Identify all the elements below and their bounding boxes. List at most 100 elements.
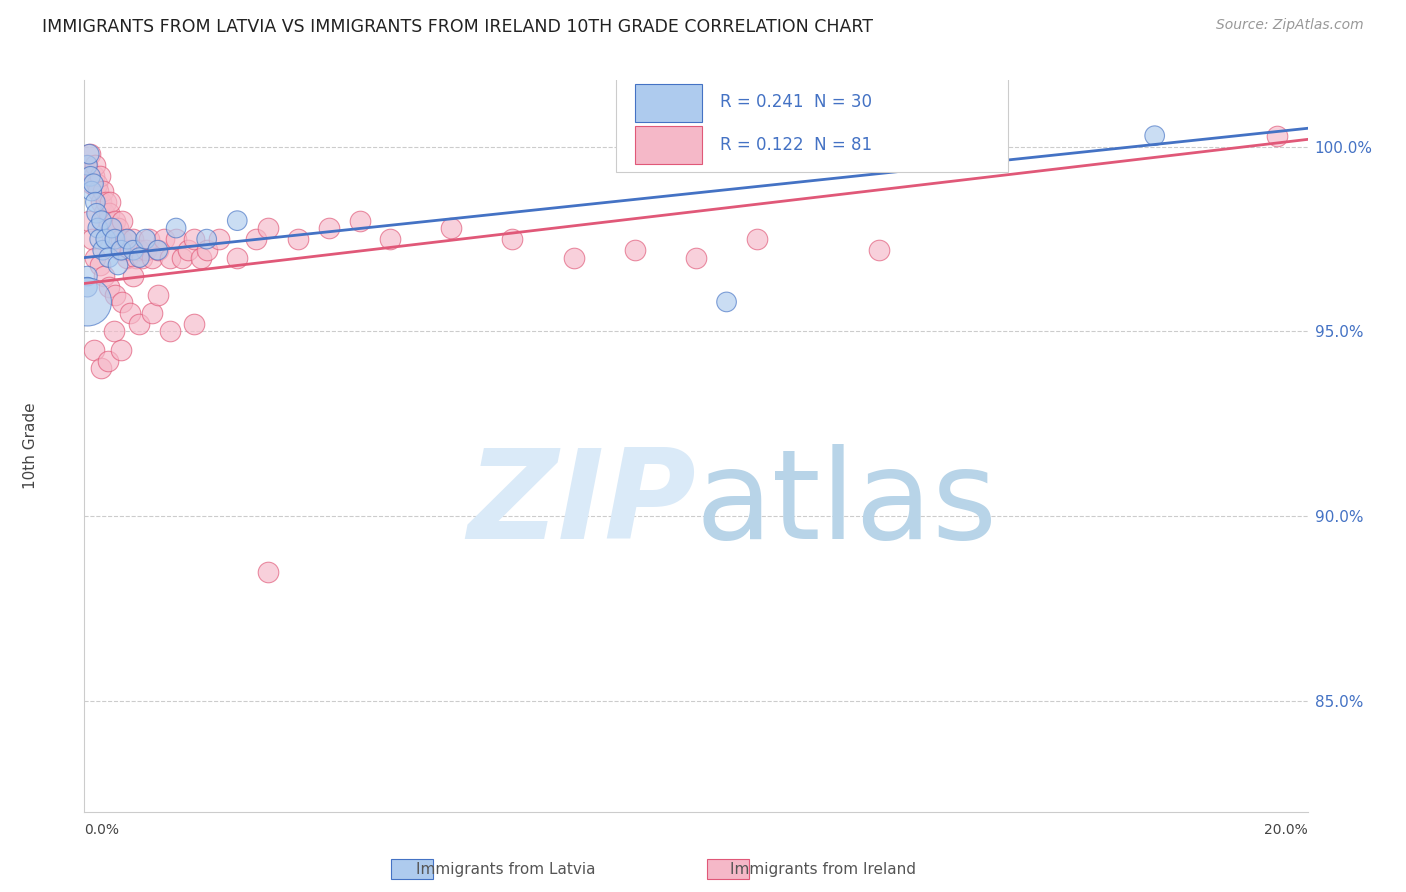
Point bbox=[79, 169, 101, 184]
Point bbox=[153, 232, 176, 246]
Point bbox=[84, 158, 107, 172]
Point bbox=[89, 232, 111, 246]
Text: 0.0%: 0.0% bbox=[84, 822, 120, 837]
Point bbox=[83, 343, 105, 357]
Point bbox=[76, 294, 98, 309]
Point bbox=[83, 169, 105, 184]
Point bbox=[110, 232, 132, 246]
Point bbox=[318, 221, 340, 235]
Point bbox=[257, 565, 280, 579]
Text: R = 0.241  N = 30: R = 0.241 N = 30 bbox=[720, 94, 873, 112]
Point bbox=[84, 195, 107, 210]
Point bbox=[97, 280, 120, 294]
Point bbox=[195, 232, 218, 246]
Point bbox=[90, 213, 112, 227]
Point bbox=[77, 147, 100, 161]
Point bbox=[80, 184, 103, 198]
Point bbox=[120, 306, 142, 320]
Point bbox=[183, 232, 205, 246]
Point bbox=[1143, 128, 1166, 143]
Point bbox=[146, 287, 169, 301]
Point bbox=[90, 361, 112, 376]
Point bbox=[685, 251, 707, 265]
Point bbox=[97, 213, 120, 227]
Point bbox=[104, 287, 127, 301]
Point bbox=[562, 251, 585, 265]
Point bbox=[111, 294, 134, 309]
Point bbox=[104, 232, 127, 246]
Point bbox=[183, 317, 205, 331]
Point bbox=[93, 206, 115, 220]
Point bbox=[94, 195, 117, 210]
Point bbox=[115, 232, 138, 246]
Point bbox=[107, 221, 129, 235]
Point bbox=[624, 244, 647, 258]
Point bbox=[80, 232, 103, 246]
Point bbox=[165, 232, 187, 246]
Point bbox=[128, 251, 150, 265]
Point bbox=[146, 244, 169, 258]
Point bbox=[101, 221, 124, 235]
Point bbox=[380, 232, 402, 246]
Point bbox=[141, 306, 163, 320]
Point bbox=[1265, 128, 1288, 143]
Point bbox=[115, 232, 138, 246]
Point bbox=[79, 147, 101, 161]
Point bbox=[138, 232, 160, 246]
Point bbox=[93, 268, 115, 283]
Point bbox=[349, 213, 371, 227]
Point bbox=[97, 251, 120, 265]
Point bbox=[226, 213, 249, 227]
Text: ZIP: ZIP bbox=[467, 444, 696, 565]
Point bbox=[115, 251, 138, 265]
Point bbox=[103, 325, 125, 339]
Point bbox=[103, 232, 125, 246]
Point bbox=[208, 232, 231, 246]
Point bbox=[94, 232, 117, 246]
Point bbox=[159, 325, 181, 339]
Point bbox=[76, 158, 98, 172]
Point bbox=[125, 251, 148, 265]
Point bbox=[122, 244, 145, 258]
Point bbox=[108, 244, 131, 258]
Point bbox=[141, 251, 163, 265]
Point bbox=[76, 280, 98, 294]
Point bbox=[146, 244, 169, 258]
FancyBboxPatch shape bbox=[616, 73, 1008, 171]
Point bbox=[172, 251, 194, 265]
Point bbox=[122, 232, 145, 246]
Text: R = 0.122  N = 81: R = 0.122 N = 81 bbox=[720, 136, 873, 153]
Bar bbox=[636, 84, 702, 122]
Point bbox=[77, 169, 100, 184]
Point bbox=[120, 244, 142, 258]
Point bbox=[91, 244, 114, 258]
Point bbox=[97, 354, 120, 368]
Point bbox=[111, 213, 134, 227]
Point bbox=[87, 221, 110, 235]
Point bbox=[135, 232, 157, 246]
Point bbox=[110, 244, 132, 258]
Text: Source: ZipAtlas.com: Source: ZipAtlas.com bbox=[1216, 18, 1364, 32]
Text: atlas: atlas bbox=[696, 444, 998, 565]
Bar bbox=[391, 859, 433, 879]
Point bbox=[131, 251, 153, 265]
Point bbox=[122, 268, 145, 283]
Point bbox=[83, 177, 105, 191]
Point bbox=[89, 258, 111, 272]
Point bbox=[177, 244, 200, 258]
Point bbox=[89, 169, 111, 184]
Point bbox=[97, 206, 120, 220]
Point bbox=[86, 206, 108, 220]
Point bbox=[98, 195, 121, 210]
Text: Immigrants from Latvia: Immigrants from Latvia bbox=[416, 863, 596, 877]
Point bbox=[90, 195, 112, 210]
Point bbox=[257, 221, 280, 235]
Text: 10th Grade: 10th Grade bbox=[24, 402, 38, 490]
Point bbox=[716, 294, 738, 309]
Text: 20.0%: 20.0% bbox=[1264, 822, 1308, 837]
Point bbox=[87, 184, 110, 198]
Text: IMMIGRANTS FROM LATVIA VS IMMIGRANTS FROM IRELAND 10TH GRADE CORRELATION CHART: IMMIGRANTS FROM LATVIA VS IMMIGRANTS FRO… bbox=[42, 18, 873, 36]
Point bbox=[128, 244, 150, 258]
Point bbox=[226, 251, 249, 265]
Point bbox=[128, 317, 150, 331]
